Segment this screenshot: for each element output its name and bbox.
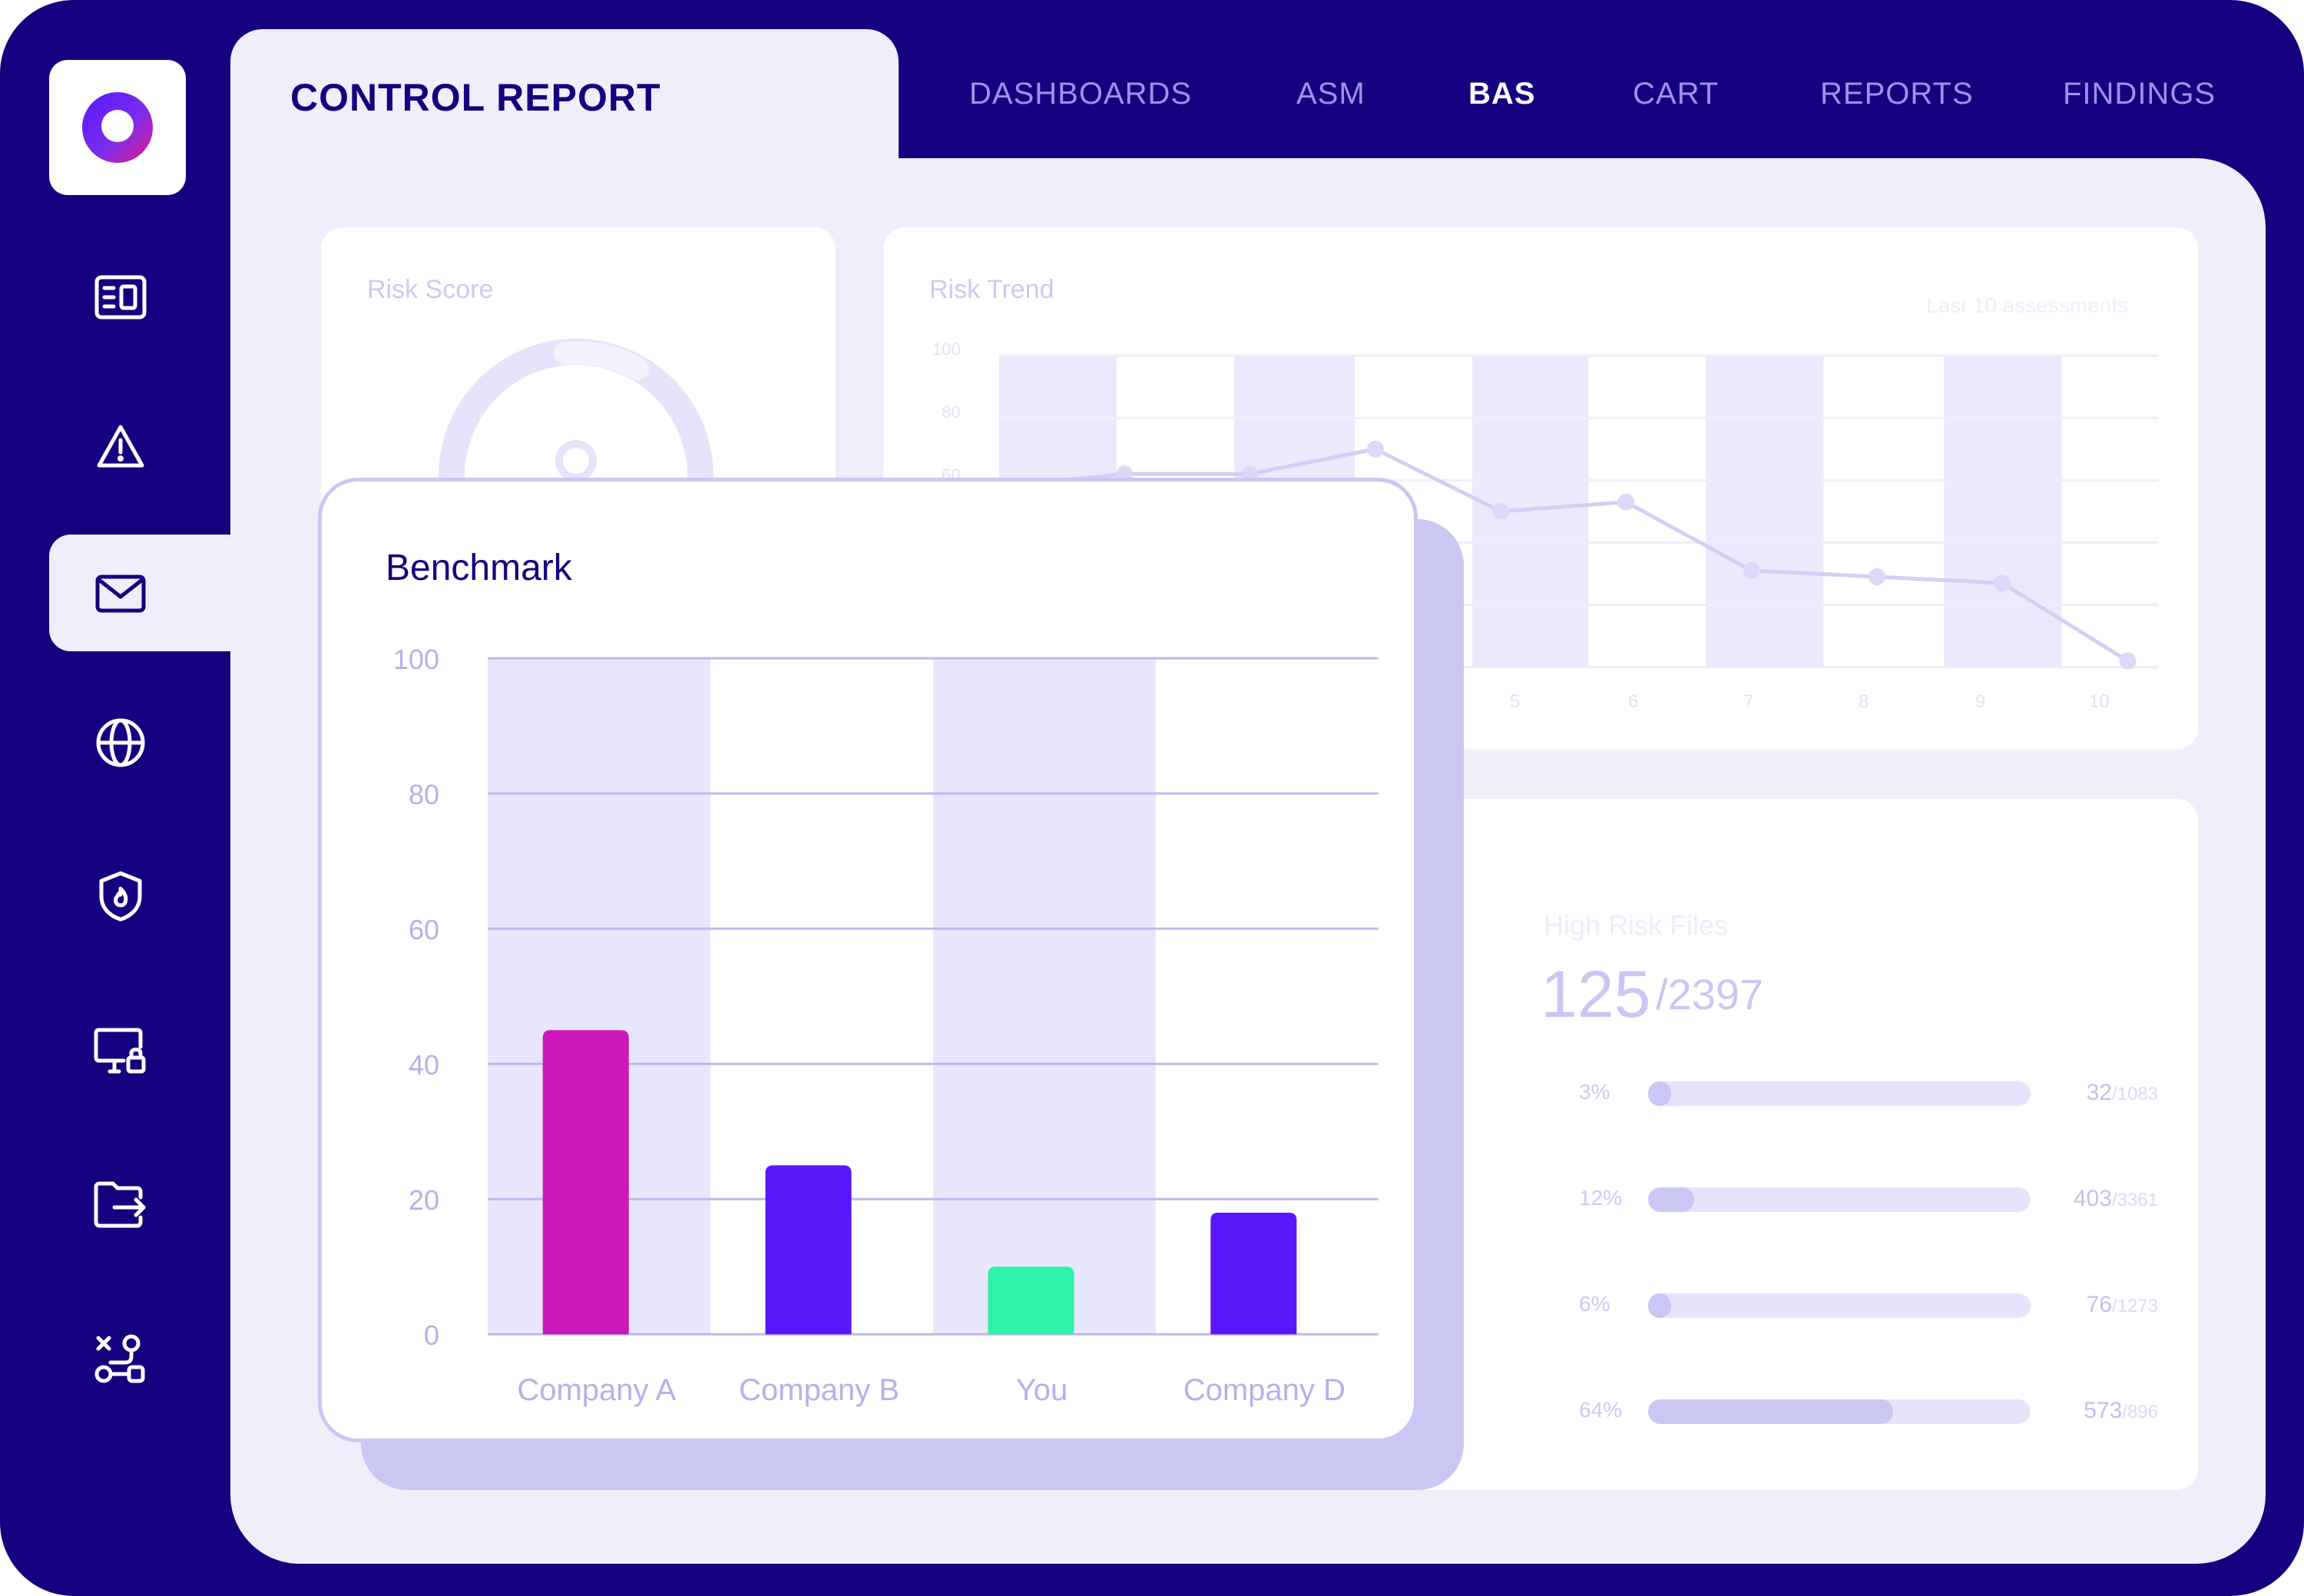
- sidebar-item-workflow[interactable]: [77, 1316, 164, 1404]
- benchmark-xtick-label: You: [1016, 1373, 1068, 1407]
- trend-xtick-10: 10: [2089, 691, 2110, 712]
- trend-band: [1944, 356, 2062, 667]
- trend-point: [1868, 568, 1885, 585]
- trend-point: [1366, 440, 1384, 458]
- files-card: [1375, 799, 2198, 1490]
- nav-cart[interactable]: CART: [1633, 77, 1720, 111]
- sidebar-item-alerts[interactable]: [77, 402, 164, 490]
- benchmark-xtick-label: Company A: [517, 1373, 676, 1407]
- trend-xtick-8: 8: [1859, 691, 1869, 712]
- trend-band: [1472, 356, 1589, 667]
- trend-point: [2119, 652, 2137, 670]
- file-row-count: 32: [2086, 1080, 2112, 1105]
- benchmark-band: [932, 658, 1156, 1335]
- file-row-progress: [1648, 1399, 2031, 1424]
- files-count: 125: [1541, 958, 1651, 1031]
- trend-xtick-9: 9: [1975, 691, 1986, 712]
- nav-dashboards[interactable]: DASHBOARDS: [969, 77, 1193, 111]
- benchmark-ytick-label: 60: [409, 914, 439, 945]
- benchmark-bar: [1210, 1212, 1297, 1335]
- trend-band: [1706, 356, 1824, 667]
- nav-reports[interactable]: REPORTS: [1820, 77, 1974, 111]
- file-row-progress: [1648, 1293, 2031, 1318]
- file-row-progress-fill: [1648, 1187, 1694, 1212]
- benchmark-bar: [542, 1030, 629, 1335]
- warning-icon: [97, 425, 144, 468]
- sidebar-item-dashboard[interactable]: [77, 253, 164, 341]
- files-total: /2397: [1656, 970, 1764, 1018]
- file-row-progress-fill: [1648, 1293, 1671, 1318]
- benchmark-ytick-label: 80: [409, 779, 439, 810]
- sidebar-item-mail[interactable]: [77, 550, 164, 637]
- trend-point: [1617, 493, 1635, 511]
- file-row-pct: 6%: [1579, 1292, 1610, 1316]
- trend-line: [998, 447, 2129, 663]
- file-row-pct: 12%: [1579, 1186, 1623, 1210]
- shield-fire-icon: [99, 871, 142, 922]
- file-row-total: /1083: [2111, 1084, 2158, 1104]
- title-tab: [230, 29, 899, 252]
- app-logo[interactable]: [49, 60, 186, 195]
- workflow-icon: [94, 1334, 145, 1383]
- file-row-total: /896: [2122, 1402, 2158, 1422]
- globe-icon: [96, 718, 145, 767]
- file-row-count: 573: [2084, 1398, 2123, 1423]
- file-row-progress: [1648, 1081, 2031, 1106]
- file-row-pct: 64%: [1579, 1398, 1623, 1422]
- benchmark-bar: [765, 1165, 852, 1335]
- risk-trend-subtitle: Last 10 assessments: [1926, 293, 2129, 317]
- benchmark-chart: 0 20 40 60 80 100 Company A Company B You Compan…: [393, 644, 1379, 1407]
- folder-export-icon: [94, 1181, 146, 1228]
- mail-icon: [95, 574, 146, 613]
- benchmark-bar: [988, 1267, 1074, 1335]
- file-row-count: 76: [2086, 1292, 2112, 1317]
- file-row-progress-fill: [1648, 1399, 1893, 1424]
- file-row-fraction: 573/896: [2004, 1398, 2158, 1424]
- monitor-lock-icon: [94, 1028, 146, 1074]
- benchmark-ytick-label: 20: [409, 1184, 439, 1216]
- benchmark-ytick-label: 100: [393, 644, 439, 675]
- dashboard-icon: [94, 275, 147, 320]
- file-row-progress: [1648, 1187, 2031, 1212]
- trend-xtick-6: 6: [1628, 691, 1639, 712]
- trend-point: [1743, 561, 1760, 579]
- file-row-fraction: 32/1083: [2004, 1080, 2158, 1106]
- benchmark-title: Benchmark: [386, 548, 572, 588]
- trend-point: [1994, 574, 2011, 592]
- benchmark-xtick-label: Company D: [1183, 1373, 1346, 1407]
- sidebar-item-globe[interactable]: [77, 699, 164, 786]
- file-row-total: /1273: [2111, 1296, 2158, 1316]
- sidebar-item-shield[interactable]: [77, 853, 164, 940]
- file-row-fraction: 76/1273: [2004, 1292, 2158, 1318]
- sidebar-item-device-security[interactable]: [77, 1008, 164, 1095]
- benchmark-xtick-label: Company B: [739, 1373, 899, 1407]
- page-title: CONTROL REPORT: [290, 76, 661, 119]
- risk-score-title: Risk Score: [367, 275, 494, 304]
- file-row-fraction: 403/3361: [2004, 1186, 2158, 1212]
- logo-icon: [82, 92, 153, 163]
- file-row-count: 403: [2073, 1186, 2112, 1211]
- benchmark-ytick-label: 40: [409, 1049, 439, 1081]
- nav-asm[interactable]: ASM: [1296, 77, 1366, 111]
- trend-ytick-100: 100: [932, 339, 961, 359]
- sidebar-item-files[interactable]: [77, 1161, 164, 1249]
- nav-findings[interactable]: FINDINGS: [2063, 77, 2216, 111]
- trend-xtick-5: 5: [1510, 691, 1521, 712]
- file-row-pct: 3%: [1579, 1080, 1610, 1104]
- trend-ytick-80: 80: [942, 402, 960, 422]
- file-row-total: /3361: [2111, 1190, 2158, 1210]
- benchmark-ytick-label: 0: [424, 1320, 439, 1351]
- file-row-progress-fill: [1648, 1081, 1671, 1106]
- files-title: High Risk Files: [1544, 909, 1729, 941]
- trend-xtick-7: 7: [1743, 691, 1754, 712]
- nav-bas[interactable]: BAS: [1468, 77, 1536, 111]
- trend-point: [1492, 502, 1510, 520]
- risk-trend-title: Risk Trend: [929, 275, 1054, 304]
